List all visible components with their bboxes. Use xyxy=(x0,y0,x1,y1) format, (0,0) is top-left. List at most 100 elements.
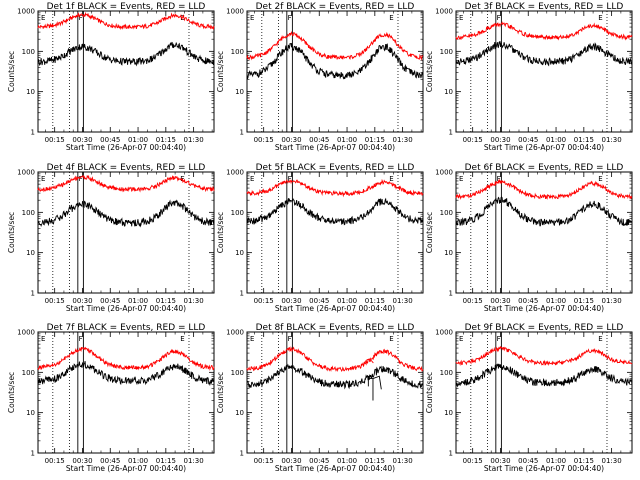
plot-frame xyxy=(37,10,215,133)
x-tick-label: 00:45 xyxy=(309,457,329,465)
marker-e-label: E xyxy=(41,14,45,22)
marker-f-label: F xyxy=(79,14,83,22)
marker-f-label: F xyxy=(79,335,83,343)
marker-e-label: E xyxy=(250,175,254,183)
y-tick-label: 1 xyxy=(240,290,244,298)
y-tick-label: 10 xyxy=(444,88,453,96)
x-tick-label: 01:00 xyxy=(546,297,566,305)
y-tick-label: 100 xyxy=(440,209,453,217)
y-axis-label: Counts/sec xyxy=(7,212,16,253)
y-tick-label: 1 xyxy=(449,129,453,137)
y-tick-label: 1000 xyxy=(435,169,453,177)
marker-e-label: E xyxy=(459,14,463,22)
y-tick-label: 10 xyxy=(444,249,453,257)
events-series-line xyxy=(246,197,424,226)
marker-f-label: F xyxy=(497,175,501,183)
plot-frame xyxy=(455,10,633,133)
marker-e-label: E xyxy=(598,175,602,183)
y-tick-label: 10 xyxy=(444,409,453,417)
x-tick-label: 01:00 xyxy=(337,136,357,144)
marker-f-label: F xyxy=(288,335,292,343)
x-tick-label: 00:45 xyxy=(100,457,120,465)
marker-f-label: F xyxy=(497,335,501,343)
chart-panel-9: Det 9f BLACK = Events, RED = LLD 1 10 100 10… xyxy=(425,323,633,473)
x-tick-label: 01:00 xyxy=(128,136,148,144)
lld-series-line xyxy=(37,174,215,193)
y-tick-label: 100 xyxy=(231,48,244,56)
y-axis-label: Counts/sec xyxy=(216,372,225,413)
x-tick-label: 00:45 xyxy=(100,297,120,305)
y-tick-label: 10 xyxy=(26,409,35,417)
x-axis-label: Start Time (26-Apr-07 00:04:40) xyxy=(484,464,604,473)
plot-frame xyxy=(37,171,215,294)
x-axis-label: Start Time (26-Apr-07 00:04:40) xyxy=(66,464,186,473)
x-tick-label: 00:30 xyxy=(72,297,92,305)
y-tick-label: 1 xyxy=(31,290,35,298)
x-tick-label: 00:30 xyxy=(281,297,301,305)
x-tick-label: 01:30 xyxy=(393,297,413,305)
plot-frame xyxy=(246,171,424,294)
y-tick-label: 10 xyxy=(235,409,244,417)
x-tick-label: 01:00 xyxy=(337,297,357,305)
y-tick-label: 1 xyxy=(449,290,453,298)
x-tick-label: 01:00 xyxy=(128,297,148,305)
marker-e-label: E xyxy=(250,14,254,22)
x-tick-label: 01:15 xyxy=(156,136,176,144)
lld-series-line xyxy=(455,178,633,200)
marker-e-label: E xyxy=(389,335,393,343)
x-tick-label: 00:15 xyxy=(254,457,274,465)
x-tick-label: 01:15 xyxy=(365,457,385,465)
x-tick-label: 00:45 xyxy=(100,136,120,144)
marker-f-label: F xyxy=(497,14,501,22)
x-tick-label: 00:15 xyxy=(254,136,274,144)
x-tick-label: 01:00 xyxy=(128,457,148,465)
y-tick-label: 10 xyxy=(235,88,244,96)
lld-series-line xyxy=(246,346,424,373)
x-tick-label: 01:30 xyxy=(184,136,204,144)
plot-frame xyxy=(246,331,424,454)
y-axis-label: Counts/sec xyxy=(7,51,16,92)
y-tick-label: 100 xyxy=(22,369,35,377)
chart-panel-7: Det 7f BLACK = Events, RED = LLD 1 10 100 10… xyxy=(7,323,215,473)
x-axis-label: Start Time (26-Apr-07 00:04:40) xyxy=(275,304,395,313)
chart-panel-3: Det 3f BLACK = Events, RED = LLD 1 10 100 10… xyxy=(425,2,633,152)
y-tick-label: 1000 xyxy=(226,8,244,16)
x-tick-label: 00:30 xyxy=(490,457,510,465)
events-series-line xyxy=(37,199,215,228)
y-tick-label: 10 xyxy=(26,249,35,257)
x-tick-label: 00:15 xyxy=(463,457,483,465)
y-axis-label: Counts/sec xyxy=(425,372,434,413)
chart-title: Det 2f BLACK = Events, RED = LLD xyxy=(256,2,415,12)
plot-frame xyxy=(455,331,633,454)
x-axis-label: Start Time (26-Apr-07 00:04:40) xyxy=(484,304,604,313)
y-axis-label: Counts/sec xyxy=(216,212,225,253)
chart-panel-2: Det 2f BLACK = Events, RED = LLD 1 10 100 10… xyxy=(216,2,424,152)
x-tick-label: 01:30 xyxy=(602,136,622,144)
chart-title: Det 5f BLACK = Events, RED = LLD xyxy=(256,163,415,173)
y-tick-label: 100 xyxy=(22,209,35,217)
marker-e-label: E xyxy=(459,335,463,343)
x-axis-label: Start Time (26-Apr-07 00:04:40) xyxy=(484,143,604,152)
y-tick-label: 1000 xyxy=(17,169,35,177)
y-tick-label: 1000 xyxy=(435,8,453,16)
y-axis-label: Counts/sec xyxy=(7,372,16,413)
y-tick-label: 10 xyxy=(235,249,244,257)
x-tick-label: 01:30 xyxy=(393,136,413,144)
x-tick-label: 01:15 xyxy=(574,457,594,465)
y-tick-label: 1000 xyxy=(226,329,244,337)
y-tick-label: 1 xyxy=(240,450,244,458)
lld-dropout xyxy=(363,358,374,364)
events-series-line xyxy=(455,40,633,67)
y-tick-label: 100 xyxy=(440,369,453,377)
x-tick-label: 00:15 xyxy=(45,136,65,144)
x-tick-label: 01:15 xyxy=(365,297,385,305)
chart-panel-8: Det 8f BLACK = Events, RED = LLD 1 10 100 10… xyxy=(216,323,424,473)
marker-e-label: E xyxy=(250,335,254,343)
lld-series-line xyxy=(246,178,424,198)
x-tick-label: 00:15 xyxy=(45,297,65,305)
marker-e-label: E xyxy=(598,14,602,22)
x-axis-label: Start Time (26-Apr-07 00:04:40) xyxy=(275,464,395,473)
x-tick-label: 01:15 xyxy=(574,297,594,305)
x-tick-label: 00:30 xyxy=(490,136,510,144)
